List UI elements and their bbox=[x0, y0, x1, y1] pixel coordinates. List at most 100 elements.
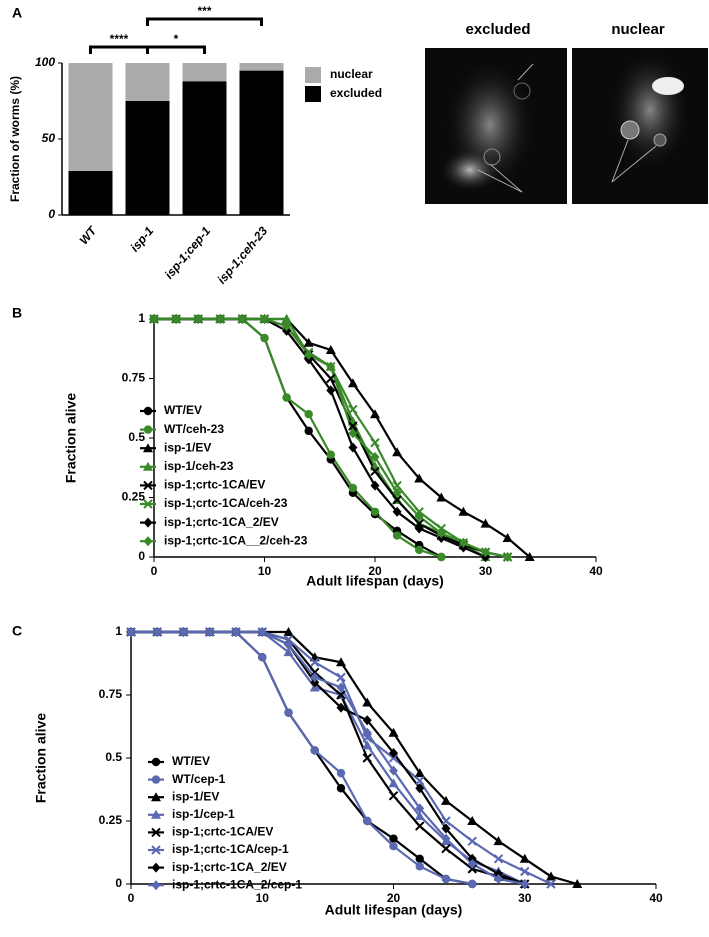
data-point bbox=[257, 627, 267, 637]
legend-marker bbox=[151, 757, 161, 767]
bar-segment bbox=[182, 81, 227, 216]
data-point bbox=[414, 523, 424, 534]
legend-label: isp-1;crtc-1CA/ceh-23 bbox=[164, 496, 288, 510]
legend-marker bbox=[151, 809, 161, 819]
data-point bbox=[283, 634, 294, 645]
legend-marker bbox=[151, 792, 161, 802]
significance-label: * bbox=[174, 32, 179, 46]
data-point bbox=[310, 657, 320, 667]
data-point bbox=[546, 879, 556, 889]
arrow bbox=[517, 63, 534, 81]
y-tick-label: 0.5 bbox=[105, 750, 122, 764]
data-point bbox=[362, 697, 373, 707]
data-point bbox=[370, 507, 380, 516]
data-point bbox=[415, 854, 424, 863]
data-point bbox=[389, 842, 398, 851]
data-point bbox=[215, 314, 225, 324]
data-point bbox=[325, 344, 336, 354]
y-axis-title: Fraction alive bbox=[63, 393, 79, 483]
data-point bbox=[441, 795, 451, 805]
data-point bbox=[493, 854, 504, 864]
arrow bbox=[489, 163, 523, 193]
legend-label: isp-1;crtc-1CA_2/cep-1 bbox=[172, 877, 302, 891]
data-point bbox=[310, 667, 320, 678]
legend-label: WT/EV bbox=[164, 403, 202, 417]
data-point bbox=[336, 784, 346, 793]
data-point bbox=[336, 657, 346, 667]
data-point bbox=[303, 337, 314, 347]
data-point bbox=[326, 450, 335, 459]
y-tick-label: 1 bbox=[138, 311, 145, 325]
data-point bbox=[414, 511, 424, 522]
data-point bbox=[310, 746, 319, 755]
data-point bbox=[494, 868, 503, 879]
legend-marker bbox=[143, 499, 153, 509]
legend-marker bbox=[151, 880, 161, 891]
cell bbox=[652, 77, 684, 95]
legend-marker bbox=[151, 775, 161, 784]
data-point bbox=[436, 492, 447, 502]
legend-marker bbox=[143, 406, 153, 416]
data-point bbox=[310, 677, 320, 688]
data-point bbox=[441, 833, 451, 844]
x-tick-label: 10 bbox=[256, 891, 270, 905]
data-point bbox=[392, 447, 403, 457]
data-point bbox=[336, 682, 346, 693]
legend-marker bbox=[143, 443, 153, 453]
legend-marker bbox=[143, 461, 153, 471]
data-point bbox=[436, 528, 446, 539]
data-point bbox=[392, 506, 402, 517]
data-point bbox=[467, 853, 477, 864]
y-tick-label: 50 bbox=[42, 131, 56, 145]
legend-marker bbox=[151, 827, 161, 838]
data-point bbox=[362, 740, 373, 750]
data-point bbox=[336, 690, 346, 700]
bar-segment bbox=[182, 63, 227, 82]
data-point bbox=[284, 708, 293, 717]
significance-bracket bbox=[146, 17, 263, 26]
data-point bbox=[415, 821, 425, 831]
data-point bbox=[520, 879, 530, 889]
data-point bbox=[237, 314, 247, 324]
data-point bbox=[281, 314, 292, 323]
data-point bbox=[283, 627, 294, 636]
bar-segment bbox=[239, 63, 284, 71]
legend-label: isp-1/ceh-23 bbox=[164, 459, 234, 473]
x-tick-label: 0 bbox=[151, 564, 158, 578]
data-point bbox=[348, 421, 358, 431]
x-tick-label: 30 bbox=[479, 564, 493, 578]
data-point bbox=[336, 672, 346, 683]
data-point bbox=[389, 834, 398, 843]
data-point bbox=[304, 426, 313, 436]
data-point bbox=[193, 314, 203, 324]
data-point bbox=[304, 349, 314, 360]
data-point bbox=[363, 816, 372, 826]
legend-label: isp-1;crtc-1CA/EV bbox=[164, 478, 265, 492]
nucleus bbox=[483, 148, 501, 166]
data-point bbox=[362, 753, 372, 763]
nucleus bbox=[653, 133, 667, 147]
data-point bbox=[370, 452, 380, 463]
data-point bbox=[494, 873, 503, 884]
bar-segment bbox=[68, 170, 113, 215]
data-point bbox=[362, 715, 372, 726]
x-tick-label: isp-1;ceh-23 bbox=[214, 224, 270, 287]
data-point bbox=[392, 487, 402, 498]
arrow bbox=[477, 169, 523, 193]
data-point bbox=[388, 791, 399, 801]
data-point bbox=[389, 747, 398, 758]
x-tick-label: 10 bbox=[258, 564, 272, 578]
panel-label: C bbox=[12, 623, 22, 639]
data-point bbox=[441, 874, 451, 884]
legend-label: nuclear bbox=[330, 67, 373, 81]
x-tick-label: WT bbox=[77, 223, 101, 248]
data-point bbox=[283, 647, 294, 657]
data-point bbox=[467, 858, 477, 869]
data-point bbox=[370, 480, 380, 491]
cell bbox=[440, 148, 500, 192]
data-point bbox=[370, 438, 380, 448]
x-tick-label: 0 bbox=[128, 891, 135, 905]
data-point bbox=[326, 361, 336, 372]
data-point bbox=[502, 532, 513, 542]
